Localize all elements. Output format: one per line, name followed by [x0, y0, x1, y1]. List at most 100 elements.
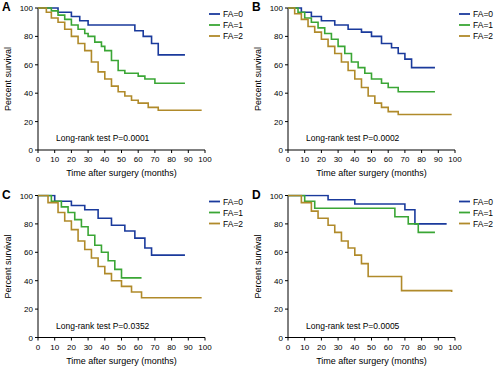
legend-label: FA=1 [473, 208, 493, 218]
y-tick [285, 36, 288, 37]
annotation: Long-rank test P=0.0352 [56, 321, 150, 331]
y-tick-label: 100 [270, 4, 284, 13]
y-tick-label: 40 [24, 89, 33, 98]
x-tick-label: 30 [334, 155, 343, 164]
x-tick [171, 338, 172, 341]
survival-curve [288, 196, 435, 233]
x-tick [288, 338, 289, 341]
x-tick-label: 20 [317, 155, 326, 164]
y-tick [285, 8, 288, 9]
x-tick-label: 0 [36, 343, 41, 352]
x-tick-label: 30 [84, 343, 93, 352]
panel-title: D [252, 188, 261, 202]
y-tick [35, 93, 38, 94]
x-tick-label: 10 [300, 343, 309, 352]
panel: C0204060801000102030405060708090100Time … [2, 188, 243, 366]
survival-curve [38, 196, 185, 256]
survival-curve [38, 196, 142, 278]
x-tick-label: 0 [286, 343, 291, 352]
x-tick-label: 60 [134, 155, 143, 164]
plot-area [38, 8, 202, 110]
panel: A0204060801000102030405060708090100Time … [2, 0, 243, 178]
x-tick [438, 338, 439, 341]
x-tick [38, 150, 39, 153]
legend-label: FA=1 [473, 20, 493, 30]
x-tick [54, 150, 55, 153]
x-tick [104, 150, 105, 153]
x-tick-label: 80 [167, 155, 176, 164]
y-tick [35, 36, 38, 37]
x-tick [88, 150, 89, 153]
panel-title: B [252, 0, 261, 14]
x-tick [205, 150, 206, 153]
y-axis-title: Percent survival [3, 47, 13, 111]
x-tick [88, 338, 89, 341]
x-tick [71, 150, 72, 153]
panel: B0204060801000102030405060708090100Time … [252, 0, 493, 178]
x-tick-label: 50 [117, 155, 126, 164]
y-tick [285, 223, 288, 224]
x-tick [371, 338, 372, 341]
y-tick-label: 0 [29, 146, 34, 155]
y-tick [285, 121, 288, 122]
y-tick-label: 60 [24, 248, 33, 257]
x-tick-label: 40 [350, 343, 359, 352]
y-tick-label: 20 [24, 305, 33, 314]
x-tick-label: 10 [50, 155, 59, 164]
x-tick-label: 20 [317, 343, 326, 352]
legend-label: FA=0 [473, 9, 493, 19]
x-tick-label: 70 [400, 155, 409, 164]
legend-swatch [209, 212, 220, 214]
x-tick [154, 338, 155, 341]
y-axis-title: Percent survival [253, 47, 263, 111]
x-tick [171, 150, 172, 153]
y-tick-label: 40 [274, 277, 283, 286]
x-axis-title: Time after surgery (months) [316, 356, 427, 366]
x-tick-label: 100 [448, 343, 462, 352]
y-tick [35, 121, 38, 122]
survival-curve [288, 8, 452, 115]
y-tick [35, 8, 38, 9]
x-tick [321, 338, 322, 341]
x-tick-label: 80 [417, 155, 426, 164]
y-tick-label: 100 [20, 4, 34, 13]
legend-swatch [459, 201, 470, 203]
y-tick-label: 80 [24, 32, 33, 41]
y-axis [288, 196, 289, 338]
y-tick-label: 20 [24, 118, 33, 127]
y-tick-label: 60 [274, 248, 283, 257]
plot-area [38, 196, 202, 298]
y-tick [285, 280, 288, 281]
y-tick-label: 40 [274, 89, 283, 98]
panel-title: C [2, 188, 11, 202]
panel: D0204060801000102030405060708090100Time … [252, 188, 493, 366]
y-tick-label: 60 [24, 61, 33, 70]
x-tick [54, 338, 55, 341]
survival-curve [288, 8, 435, 68]
x-axis-title: Time after surgery (months) [66, 168, 177, 178]
y-tick-label: 80 [24, 220, 33, 229]
legend-swatch [459, 35, 470, 37]
figure: A0204060801000102030405060708090100Time … [0, 0, 500, 375]
x-tick [138, 150, 139, 153]
x-tick-label: 50 [367, 155, 376, 164]
x-tick-label: 60 [384, 343, 393, 352]
x-tick [338, 150, 339, 153]
legend-swatch [209, 13, 220, 15]
survival-curve [38, 8, 202, 110]
legend-label: FA=2 [473, 31, 493, 41]
x-tick-label: 30 [334, 343, 343, 352]
x-tick [388, 338, 389, 341]
annotation: Long-rank test P=0.0005 [306, 321, 400, 331]
y-tick [35, 195, 38, 196]
x-tick-label: 60 [134, 343, 143, 352]
x-tick-label: 10 [50, 343, 59, 352]
x-tick-label: 80 [417, 343, 426, 352]
x-tick-label: 20 [67, 155, 76, 164]
x-tick-label: 0 [36, 155, 41, 164]
annotation: Long-rank test P=0.0002 [306, 133, 400, 143]
legend-label: FA=2 [223, 219, 243, 229]
y-tick-label: 100 [20, 192, 34, 201]
legend-swatch [209, 201, 220, 203]
x-tick [71, 338, 72, 341]
